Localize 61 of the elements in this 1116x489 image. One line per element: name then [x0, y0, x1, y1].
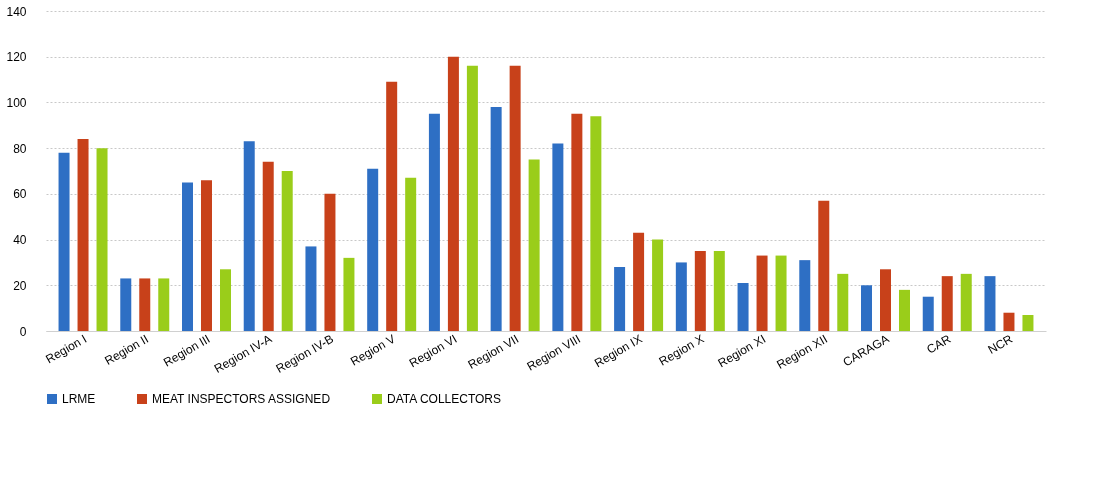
bar	[1003, 312, 1015, 331]
bar	[984, 276, 996, 331]
bar	[614, 267, 626, 331]
bar	[243, 141, 255, 331]
legend-label: LRME	[62, 392, 96, 406]
bar	[861, 285, 873, 331]
y-tick-label: 120	[6, 50, 27, 65]
legend-label: MEAT INSPECTORS ASSIGNED	[152, 392, 331, 406]
y-tick-label: 0	[19, 324, 27, 339]
y-tick-label: 80	[13, 141, 27, 156]
bar	[528, 159, 540, 331]
legend-label: DATA COLLECTORS	[387, 392, 502, 406]
bar	[219, 269, 231, 331]
bar	[182, 182, 193, 331]
bar	[590, 116, 602, 331]
y-tick-label: 100	[6, 95, 27, 110]
bar	[633, 232, 645, 331]
bar	[799, 260, 811, 331]
bar	[96, 148, 108, 331]
bar	[652, 239, 664, 331]
bar	[281, 171, 293, 331]
bar	[922, 296, 934, 331]
bar	[675, 262, 687, 331]
bar	[509, 65, 521, 331]
y-tick-label: 140	[6, 4, 27, 19]
bar	[200, 180, 212, 331]
bar	[386, 81, 398, 331]
bar	[405, 177, 417, 331]
bar	[818, 200, 830, 331]
bar	[960, 273, 972, 331]
bar	[77, 139, 89, 331]
bar	[775, 255, 787, 331]
bar	[367, 168, 379, 331]
x-tick-label: NCR	[985, 331, 1016, 357]
bar	[1022, 315, 1034, 331]
bar	[899, 289, 910, 331]
bar	[58, 152, 70, 331]
bar	[305, 246, 317, 331]
bar	[428, 113, 440, 331]
bar	[694, 251, 706, 331]
bar	[713, 251, 725, 331]
bar	[571, 113, 583, 331]
y-tick-label: 60	[13, 187, 27, 202]
bar	[158, 278, 170, 331]
bar	[490, 107, 502, 331]
bar	[262, 161, 274, 331]
bar	[552, 143, 564, 331]
bar	[447, 56, 459, 331]
x-tick-label: CAR	[924, 331, 954, 357]
bar	[120, 278, 132, 331]
bar	[756, 255, 768, 331]
bar	[139, 278, 151, 331]
y-tick-label: 20	[13, 278, 27, 293]
bar	[880, 269, 892, 331]
bar	[343, 257, 355, 331]
bar	[941, 276, 953, 331]
bar	[324, 193, 336, 331]
y-tick-label: 40	[13, 233, 27, 248]
bar	[837, 273, 849, 331]
bar	[466, 65, 478, 331]
bar	[737, 283, 749, 331]
